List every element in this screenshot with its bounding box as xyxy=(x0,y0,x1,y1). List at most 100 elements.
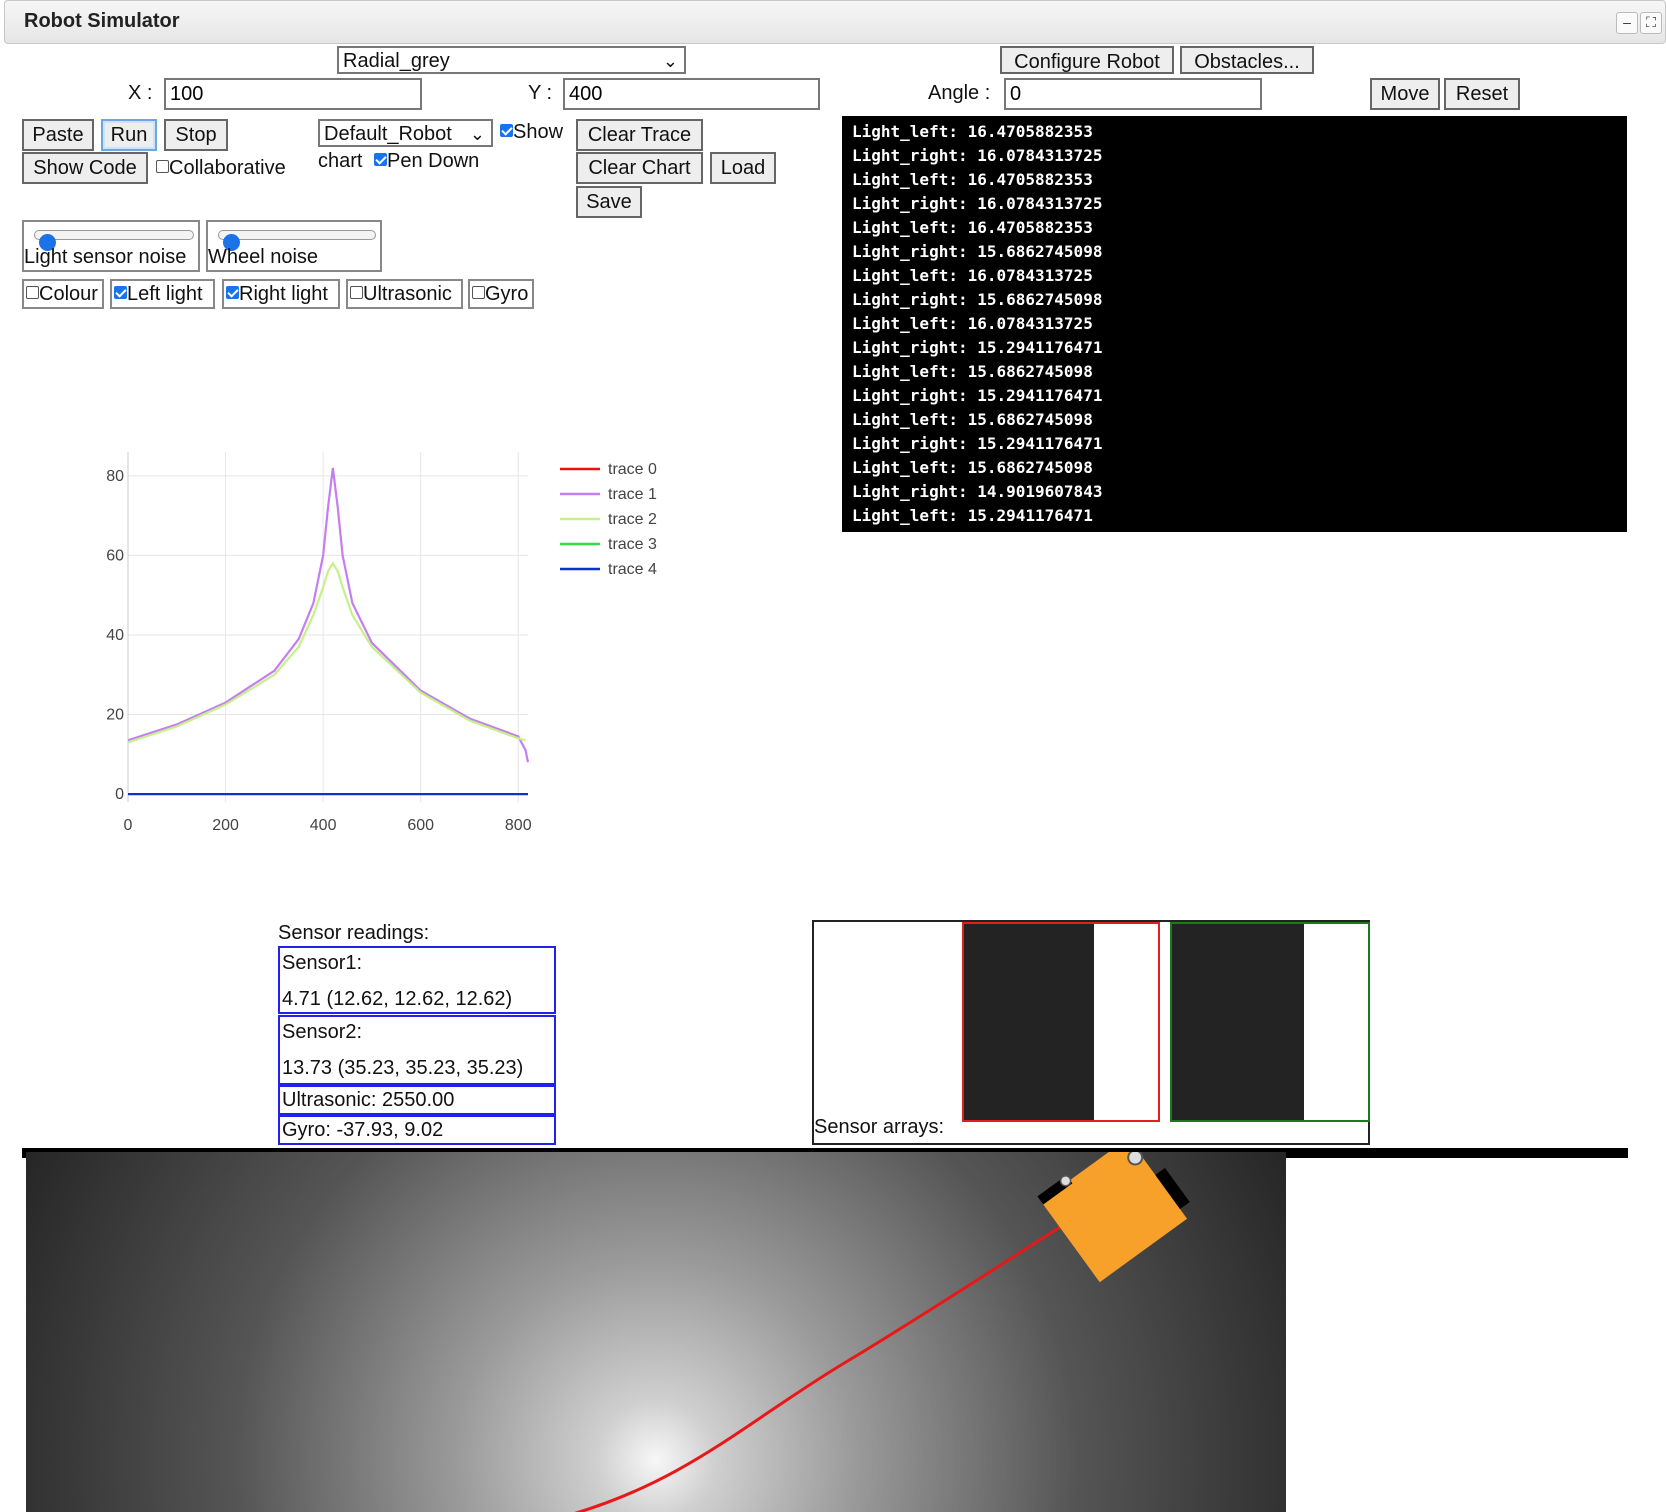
colour-toggle[interactable]: Colour xyxy=(22,279,104,309)
collaborative-label: Collaborative xyxy=(169,157,286,179)
pen-down-toggle[interactable]: Pen Down xyxy=(374,150,479,173)
clear-chart-button[interactable]: Clear Chart xyxy=(576,152,703,184)
y-tick-label: 20 xyxy=(106,707,124,724)
y-input[interactable] xyxy=(563,78,820,110)
colour-label: Colour xyxy=(39,283,98,305)
left-sensor-array xyxy=(962,922,1160,1122)
legend-label: trace 0 xyxy=(608,461,657,478)
legend-label: trace 3 xyxy=(608,536,657,553)
light-sensor-noise-label: Light sensor noise xyxy=(24,246,187,268)
console-line: Light_left: 16.4705882353 xyxy=(852,170,1093,189)
right-light-label: Right light xyxy=(239,283,328,305)
console-line: Light_right: 15.6862745098 xyxy=(852,242,1103,261)
window-titlebar xyxy=(4,0,1666,44)
gyro-toggle[interactable]: Gyro xyxy=(468,279,534,309)
ultrasonic-checkbox[interactable] xyxy=(350,286,363,300)
console-line: Light_left: 15.2941176471 xyxy=(852,506,1093,525)
y-label: Y : xyxy=(528,82,553,104)
legend-label: trace 1 xyxy=(608,486,657,503)
ultrasonic-toggle[interactable]: Ultrasonic xyxy=(346,279,463,309)
console-line: Light_left: 16.0784313725 xyxy=(852,314,1093,333)
robot-sensor-icon xyxy=(1059,1175,1072,1187)
wheel-noise-label: Wheel noise xyxy=(208,246,319,268)
configure-robot-button[interactable]: Configure Robot xyxy=(1000,46,1174,74)
show-chart-checkbox[interactable] xyxy=(500,124,513,138)
x-tick-label: 800 xyxy=(505,817,532,834)
light-sensor-noise-control: Light sensor noise xyxy=(22,220,200,272)
show-chart-label-b: chart xyxy=(318,150,363,172)
load-button[interactable]: Load xyxy=(710,152,776,184)
simulation-arena[interactable] xyxy=(26,1152,1286,1512)
console-line: Light_right: 16.0784313725 xyxy=(852,146,1103,165)
console-line: Light_left: 16.0784313725 xyxy=(852,266,1093,285)
y-tick-label: 0 xyxy=(115,786,124,803)
wheel-noise-control: Wheel noise xyxy=(206,220,382,272)
stop-button[interactable]: Stop xyxy=(164,119,228,151)
slider-thumb[interactable] xyxy=(223,234,240,251)
save-button[interactable]: Save xyxy=(576,186,642,218)
robot[interactable] xyxy=(1037,1152,1197,1283)
light-sensor-noise-slider[interactable] xyxy=(34,230,194,251)
paste-button[interactable]: Paste xyxy=(22,119,94,151)
console-line: Light_right: 16.0784313725 xyxy=(852,194,1103,213)
collaborative-checkbox[interactable] xyxy=(156,160,169,174)
clear-trace-button[interactable]: Clear Trace xyxy=(576,119,703,151)
left-light-checkbox[interactable] xyxy=(114,286,127,300)
legend-label: trace 2 xyxy=(608,511,657,528)
right-light-checkbox[interactable] xyxy=(226,286,239,300)
array-dark-region xyxy=(1172,924,1304,1120)
robot-select[interactable]: Default_Robot ⌄ xyxy=(318,119,493,147)
move-button[interactable]: Move xyxy=(1370,78,1440,110)
x-tick-label: 400 xyxy=(310,817,337,834)
ultrasonic-reading: Ultrasonic: 2550.00 xyxy=(278,1085,556,1115)
right-light-toggle[interactable]: Right light xyxy=(222,279,340,309)
minimize-icon[interactable]: – xyxy=(1616,12,1638,34)
sensor-chart: 0 200 400 600 800 0 20 40 60 80 trace 0 trace 1 trac… xyxy=(106,452,657,834)
sensor2-label: Sensor2: xyxy=(282,1021,363,1043)
arena-overlay xyxy=(574,1152,1197,1512)
slider-thumb[interactable] xyxy=(39,234,56,251)
robot-sensor-bar xyxy=(1155,1167,1190,1210)
x-tick-label: 0 xyxy=(124,817,133,834)
array-dark-region xyxy=(964,924,1094,1120)
show-chart-toggle[interactable]: Show xyxy=(500,121,563,144)
gyro-checkbox[interactable] xyxy=(472,286,485,300)
console-line: Light_right: 15.2941176471 xyxy=(852,338,1103,357)
angle-input[interactable] xyxy=(1004,78,1262,110)
x-tick-label: 600 xyxy=(407,817,434,834)
sensor-arrays-label: Sensor arrays: xyxy=(814,1116,945,1138)
angle-label: Angle : xyxy=(928,82,991,104)
ultrasonic-label: Ultrasonic xyxy=(363,283,452,305)
show-code-button[interactable]: Show Code xyxy=(22,152,148,184)
x-input[interactable] xyxy=(164,78,422,110)
console-line: Light_left: 15.6862745098 xyxy=(852,410,1093,429)
pen-down-label: Pen Down xyxy=(387,150,480,172)
console-line: Light_left: 15.6862745098 xyxy=(852,362,1093,381)
console-line: Light_left: 15.6862745098 xyxy=(852,458,1093,477)
robot-trace-path xyxy=(574,1184,1127,1512)
robot-sensor-icon xyxy=(1127,1152,1144,1166)
background-select[interactable]: Radial_grey ⌄ xyxy=(337,46,686,74)
colour-checkbox[interactable] xyxy=(26,286,39,300)
sensor1-label: Sensor1: xyxy=(282,952,363,974)
gyro-reading: Gyro: -37.93, 9.02 xyxy=(278,1115,556,1145)
chevron-down-icon: ⌄ xyxy=(662,51,678,71)
sensor1-value: 4.71 (12.62, 12.62, 12.62) xyxy=(282,988,513,1010)
y-tick-label: 80 xyxy=(106,468,124,485)
series-line-1 xyxy=(127,467,530,763)
expand-icon[interactable]: ⛶ xyxy=(1640,12,1662,34)
console-line: Light_right: 14.9019607843 xyxy=(852,482,1103,501)
robot-body xyxy=(1040,1152,1188,1283)
collaborative-toggle[interactable]: Collaborative xyxy=(156,157,286,180)
obstacles-button[interactable]: Obstacles... xyxy=(1180,46,1314,74)
reset-button[interactable]: Reset xyxy=(1444,78,1520,110)
series-line-2 xyxy=(127,561,526,744)
background-select-value: Radial_grey xyxy=(343,50,450,72)
show-chart-label-a: Show xyxy=(513,121,564,143)
run-button[interactable]: Run xyxy=(101,119,157,151)
pen-down-checkbox[interactable] xyxy=(374,153,387,167)
chevron-down-icon: ⌄ xyxy=(469,124,485,144)
sensor-arrays-panel: Sensor arrays: xyxy=(812,920,1370,1145)
wheel-noise-slider[interactable] xyxy=(218,230,376,251)
left-light-toggle[interactable]: Left light xyxy=(110,279,215,309)
